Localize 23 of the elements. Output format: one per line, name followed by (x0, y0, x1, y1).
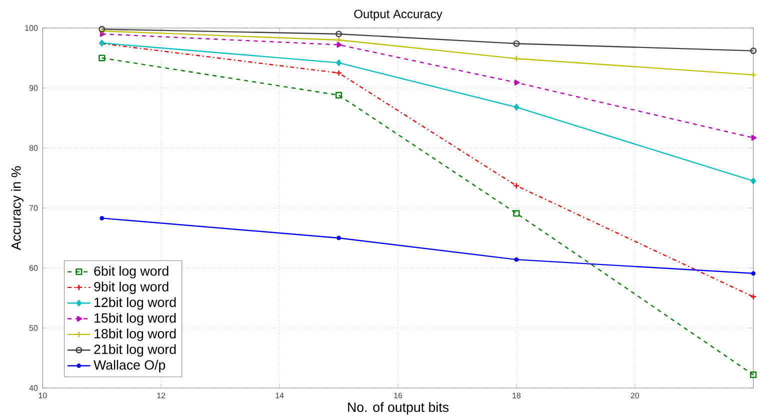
y-tick-label: 50 (29, 325, 38, 331)
y-tick-label: 100 (25, 25, 38, 31)
y-axis-title: Accuracy in % (11, 166, 24, 250)
y-tick-label: 90 (29, 85, 38, 91)
legend-label: 15bit log word (94, 312, 176, 326)
legend-label: 21bit log word (94, 344, 176, 357)
x-tick-label: 16 (394, 392, 402, 398)
y-tick-label: 70 (29, 205, 38, 211)
legend-label: Wallace O/p (94, 360, 166, 372)
x-tick-label: 14 (276, 392, 284, 398)
x-axis-title: No. of output bits (348, 402, 449, 415)
legend-label: 6bit log word (94, 266, 168, 278)
legend-label: 9bit log word (94, 282, 168, 294)
y-tick-label: 40 (29, 385, 38, 391)
chart-title: Output Accuracy (354, 10, 442, 21)
y-tick-label: 80 (29, 145, 38, 151)
legend-label: 18bit log word (94, 328, 176, 342)
x-tick-label: 10 (38, 392, 47, 398)
y-tick-label: 60 (29, 265, 38, 271)
x-tick-label: 12 (157, 392, 166, 398)
x-tick-label: 18 (512, 392, 521, 398)
x-tick-label: 20 (630, 392, 640, 398)
legend-label: 12bit log word (94, 297, 176, 310)
